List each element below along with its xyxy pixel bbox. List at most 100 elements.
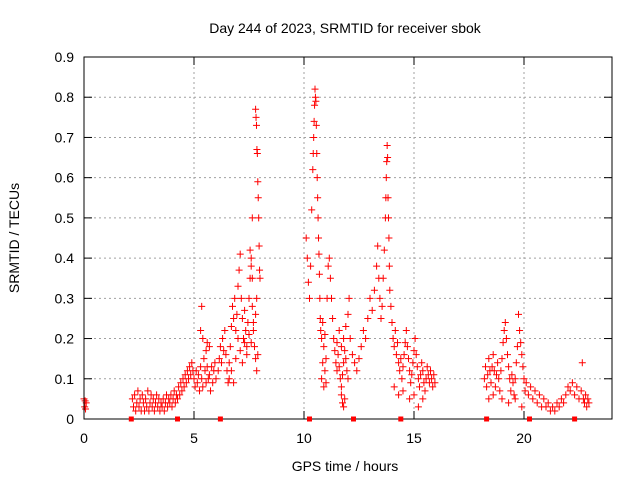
data-point (342, 322, 350, 330)
chart-title: Day 244 of 2023, SRMTID for receiver sbo… (209, 20, 482, 36)
data-point (253, 367, 261, 375)
data-point (310, 133, 318, 141)
data-point (384, 214, 392, 222)
data-point (198, 302, 206, 310)
data-point (133, 399, 141, 407)
data-point (314, 214, 322, 222)
data-point (495, 375, 503, 383)
data-point (336, 375, 344, 383)
data-point (505, 363, 513, 371)
data-point (247, 254, 255, 262)
data-point (564, 383, 572, 391)
data-point (238, 314, 246, 322)
data-point (335, 327, 343, 335)
data-point (254, 194, 262, 202)
data-point (410, 347, 418, 355)
data-point (392, 351, 400, 359)
data-point (328, 294, 335, 302)
data-point (339, 371, 346, 379)
data-point (304, 278, 312, 286)
data-point (341, 347, 349, 355)
data-point (374, 242, 382, 250)
data-point (395, 359, 403, 367)
data-point (247, 262, 255, 270)
data-point (218, 359, 225, 367)
data-point (419, 395, 427, 403)
data-point (582, 391, 590, 399)
data-point (200, 355, 208, 363)
data-point (138, 391, 146, 399)
axis-marker (572, 416, 578, 422)
data-point (403, 343, 411, 351)
data-point (531, 387, 539, 395)
data-point (252, 113, 260, 121)
data-point (377, 314, 385, 322)
grid-lines (84, 57, 612, 419)
data-point (230, 379, 238, 387)
data-point (414, 403, 422, 411)
data-point (585, 399, 593, 407)
data-point (315, 270, 323, 278)
data-point (557, 395, 565, 403)
data-point (205, 343, 213, 351)
data-point (339, 399, 346, 407)
data-point (320, 383, 328, 391)
data-point (309, 166, 317, 174)
data-point (334, 351, 342, 359)
data-point (529, 395, 537, 403)
data-point (153, 391, 161, 399)
data-point (322, 355, 330, 363)
data-point (555, 403, 563, 411)
data-point (171, 399, 179, 407)
data-point (310, 117, 318, 125)
data-point (219, 335, 227, 343)
data-point (255, 214, 263, 222)
axis-marker (217, 416, 223, 422)
data-point (571, 391, 579, 399)
data-point (413, 363, 421, 371)
data-point (337, 391, 345, 399)
y-tick-label: 0.8 (55, 89, 75, 105)
data-point (193, 379, 201, 387)
data-point (319, 318, 327, 326)
data-point (491, 383, 499, 391)
data-point (480, 375, 488, 383)
data-point (344, 375, 352, 383)
data-point (236, 347, 244, 355)
data-point (402, 327, 410, 335)
data-point (247, 339, 255, 347)
axis-marker (484, 416, 490, 422)
data-point (312, 97, 320, 105)
data-point (511, 375, 519, 383)
y-tick-label: 0.1 (55, 371, 75, 387)
axis-marker (307, 416, 312, 422)
data-point (330, 335, 338, 343)
data-point (431, 379, 439, 387)
data-point (233, 310, 241, 318)
x-tick-label: 0 (80, 430, 88, 446)
data-point (245, 294, 253, 302)
data-point (423, 363, 431, 371)
data-point (232, 327, 240, 335)
data-point (227, 367, 235, 375)
data-point (382, 174, 390, 182)
data-point (387, 302, 395, 310)
data-point (583, 403, 591, 411)
data-point (584, 395, 592, 403)
data-point (312, 121, 320, 129)
data-point (314, 194, 322, 202)
data-point (254, 351, 262, 359)
data-point (182, 379, 190, 387)
data-point (241, 306, 249, 314)
data-point (225, 359, 233, 367)
data-point (379, 274, 387, 282)
data-point (128, 395, 136, 403)
data-point (429, 383, 437, 391)
axis-marker (128, 416, 134, 422)
data-point (242, 327, 250, 335)
data-point (519, 363, 527, 371)
data-point (578, 359, 586, 367)
data-point (489, 351, 497, 359)
plot-frame (83, 56, 613, 420)
data-point (504, 351, 511, 359)
